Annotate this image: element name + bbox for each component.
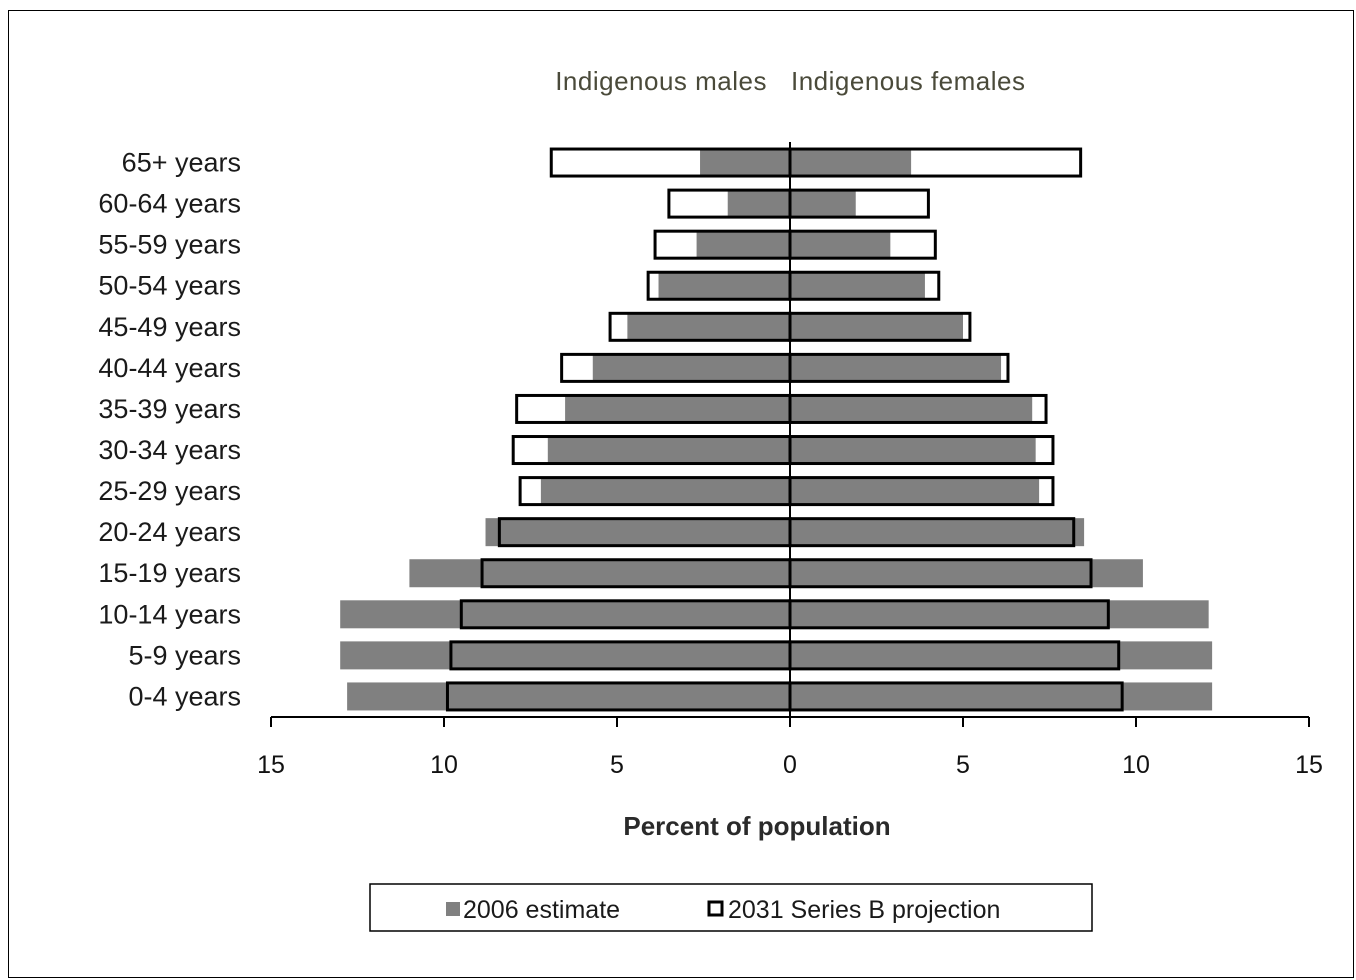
bar-2006-female xyxy=(790,477,1040,506)
category-label: 5-9 years xyxy=(128,640,241,670)
bar-2006-female xyxy=(790,641,1213,670)
legend-swatch-2006 xyxy=(446,902,460,916)
bar-2006-female xyxy=(790,271,925,300)
bar-2006-male xyxy=(627,312,790,341)
bar-2006-male xyxy=(658,271,790,300)
bar-2006-male xyxy=(340,600,790,629)
bar-2006-male xyxy=(409,559,790,588)
bar-2006-female xyxy=(790,148,912,177)
category-labels: 65+ years 60-64 years 55-59 years 50-54 yea… xyxy=(98,148,241,712)
category-label: 55-59 years xyxy=(98,230,241,260)
bar-2006-female xyxy=(790,312,963,341)
legend-swatch-2031 xyxy=(707,900,724,917)
category-label: 0-4 years xyxy=(128,681,241,711)
legend-label-2006: 2006 estimate xyxy=(463,896,620,924)
x-axis-ticks: 15 10 5 0 5 10 15 xyxy=(257,717,1323,779)
bar-2006-female xyxy=(790,353,1002,382)
bar-2006-female xyxy=(790,600,1209,629)
category-label: 50-54 years xyxy=(98,271,241,301)
x-tick-label: 15 xyxy=(257,751,285,779)
bar-2006-female xyxy=(790,436,1036,465)
bar-2006-male xyxy=(540,477,790,506)
bar-2006-male xyxy=(727,189,790,218)
x-tick-label: 15 xyxy=(1295,751,1323,779)
bar-2006-female xyxy=(790,518,1085,547)
category-label: 30-34 years xyxy=(98,435,241,465)
left-title: Indigenous males xyxy=(555,66,767,96)
legend-label-2031: 2031 Series B projection xyxy=(728,896,1000,924)
category-label: 40-44 years xyxy=(98,353,241,383)
x-tick-label: 0 xyxy=(783,751,797,779)
bar-2006-male xyxy=(547,436,790,465)
bar-2006-male xyxy=(347,682,790,711)
series-2006-bars xyxy=(340,148,1213,711)
category-label: 60-64 years xyxy=(98,189,241,219)
category-label: 25-29 years xyxy=(98,476,241,506)
bar-2006-male xyxy=(485,518,790,547)
x-tick-label: 5 xyxy=(610,751,624,779)
category-label: 20-24 years xyxy=(98,517,241,547)
right-title: Indigenous females xyxy=(791,66,1025,96)
category-label: 35-39 years xyxy=(98,394,241,424)
x-tick-label: 10 xyxy=(1122,751,1150,779)
bar-2006-female xyxy=(790,189,856,218)
bar-2006-male xyxy=(565,394,790,423)
bar-2006-male xyxy=(700,148,790,177)
x-tick-label: 5 xyxy=(956,751,970,779)
bar-2006-female xyxy=(790,559,1143,588)
legend-box xyxy=(369,883,1093,932)
x-tick-label: 10 xyxy=(430,751,458,779)
legend: 2006 estimate 2031 Series B projection xyxy=(369,883,1093,932)
bar-2006-female xyxy=(790,230,891,259)
bar-2006-male xyxy=(696,230,790,259)
bar-2006-male xyxy=(340,641,790,670)
bar-2006-female xyxy=(790,394,1033,423)
bar-2006-female xyxy=(790,682,1213,711)
category-label: 15-19 years xyxy=(98,558,241,588)
category-label: 10-14 years xyxy=(98,599,241,629)
bar-2006-male xyxy=(592,353,790,382)
category-label: 65+ years xyxy=(122,148,241,178)
category-label: 45-49 years xyxy=(98,312,241,342)
x-axis-title: Percent of population xyxy=(623,811,890,841)
